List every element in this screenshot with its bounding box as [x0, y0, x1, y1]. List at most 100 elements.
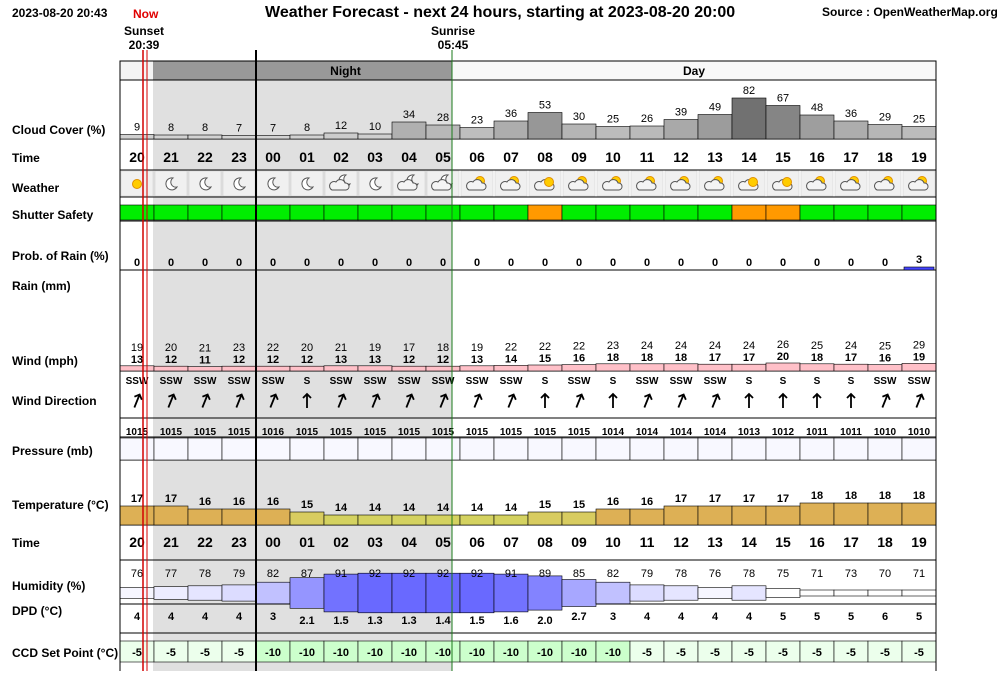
sun-icon — [544, 177, 554, 187]
wind-arrow-icon — [405, 393, 415, 408]
temperature-bar — [493, 514, 529, 526]
wind-gust-value: 19 — [471, 342, 483, 354]
dpd-value: 3 — [270, 611, 276, 623]
humidity-bar — [425, 572, 461, 614]
wind-direction-text: SSW — [194, 376, 217, 387]
wind-bar — [153, 365, 189, 372]
cloud-icon — [431, 179, 452, 191]
wind-bar — [867, 364, 903, 372]
temperature-value: 15 — [301, 499, 313, 511]
prob-rain-value: 0 — [814, 257, 820, 269]
wind-bar — [595, 363, 631, 372]
ccd-set-point-value: -5 — [200, 647, 210, 659]
wind-arrow-icon — [167, 393, 177, 408]
shutter-safety-cell — [731, 204, 767, 221]
temperature-bar — [663, 505, 699, 526]
prob-rain-value: 0 — [474, 257, 480, 269]
ccd-set-point-value: -5 — [676, 647, 686, 659]
cloud-cover-value: 25 — [607, 114, 619, 126]
time-value: 06 — [469, 149, 485, 165]
ccd-set-point-value: -10 — [503, 647, 519, 659]
ccd-set-point-value: -5 — [744, 647, 754, 659]
humidity-value: 78 — [199, 568, 211, 580]
cloud-cover-value: 48 — [811, 102, 823, 114]
ccd-set-point-value: -10 — [571, 647, 587, 659]
wind-direction-text: SSW — [636, 376, 659, 387]
time-value: 01 — [299, 534, 315, 550]
cloud-cover-bar — [493, 120, 529, 140]
pressure-value: 1015 — [500, 427, 523, 438]
time-value: 13 — [707, 534, 723, 550]
time-value: 03 — [367, 149, 383, 165]
moon-icon — [165, 177, 179, 191]
dpd-value: 4 — [746, 611, 753, 623]
wind-speed-value: 14 — [505, 353, 518, 365]
pressure-value: 1015 — [296, 427, 319, 438]
wind-bar — [323, 365, 359, 372]
shutter-safety-cell — [867, 204, 903, 221]
ccd-set-point-value: -5 — [642, 647, 652, 659]
time-value: 09 — [571, 534, 587, 550]
wind-gust-value: 22 — [573, 341, 585, 353]
prob-rain-value: 0 — [542, 257, 548, 269]
wind-direction-text: SSW — [670, 376, 693, 387]
wind-arrow-icon — [778, 392, 788, 408]
ccd-set-point-value: -10 — [265, 647, 281, 659]
temperature-bar — [323, 514, 359, 526]
wind-arrow-shape — [371, 393, 381, 408]
dpd-value: 4 — [202, 611, 209, 623]
cloud-icon — [329, 179, 350, 191]
humidity-value: 82 — [607, 568, 619, 580]
wind-arrow-icon — [269, 393, 279, 408]
wind-bar — [833, 363, 869, 372]
temperature-value: 16 — [607, 496, 619, 508]
wind-arrow-icon — [473, 393, 483, 408]
wind-speed-value: 13 — [131, 354, 143, 366]
wind-bar — [357, 365, 393, 372]
ccd-set-point-value: -10 — [333, 647, 349, 659]
prob-rain-value: 0 — [508, 257, 514, 269]
wind-bar — [731, 363, 767, 372]
time-value: 18 — [877, 534, 893, 550]
wind-gust-value: 29 — [913, 339, 925, 351]
cloud-cover-value: 7 — [270, 123, 276, 135]
sunrise-marker: Sunrise 05:45 — [431, 24, 475, 52]
weather-label: Weather — [12, 181, 60, 195]
wind-gust-value: 23 — [233, 342, 245, 354]
temperature-bar — [391, 514, 427, 526]
ccd-set-point-value: -10 — [605, 647, 621, 659]
humidity-bar — [153, 586, 189, 600]
temperature-value: 16 — [267, 496, 279, 508]
wind-direction-text: SSW — [228, 376, 251, 387]
wind-gust-value: 26 — [777, 339, 789, 351]
pressure-cell — [459, 437, 495, 461]
sun-icon — [748, 177, 758, 187]
cloud-cover-value: 23 — [471, 115, 483, 127]
wind-arrow-icon — [439, 393, 449, 408]
temperature-value: 16 — [199, 496, 211, 508]
humidity-label: Humidity (%) — [12, 579, 86, 593]
wind-speed-value: 11 — [199, 355, 211, 367]
cloud-cover-bar — [595, 126, 631, 140]
temperature-value: 14 — [505, 502, 518, 514]
wind-speed-value: 20 — [777, 351, 789, 363]
humidity-bar — [323, 573, 359, 613]
time-value: 10 — [605, 149, 621, 165]
wind-bar — [221, 365, 257, 372]
prob-rain-value: 0 — [134, 257, 140, 269]
wind-direction-text: SSW — [874, 376, 897, 387]
pressure-cell — [119, 437, 155, 461]
temperature-value: 16 — [233, 496, 245, 508]
pressure-value: 1015 — [398, 427, 421, 438]
time-value: 15 — [775, 149, 791, 165]
wind-direction-text: SSW — [908, 376, 931, 387]
pressure-cell — [697, 437, 733, 461]
band-dusk — [120, 61, 153, 80]
wind-speed-value: 13 — [369, 354, 381, 366]
wind-speed-value: 17 — [709, 352, 721, 364]
wind-bar — [901, 363, 937, 372]
wind-label: Wind (mph) — [12, 354, 78, 368]
temperature-value: 16 — [641, 496, 653, 508]
humidity-bar — [697, 587, 733, 599]
pressure-cell — [799, 437, 835, 461]
